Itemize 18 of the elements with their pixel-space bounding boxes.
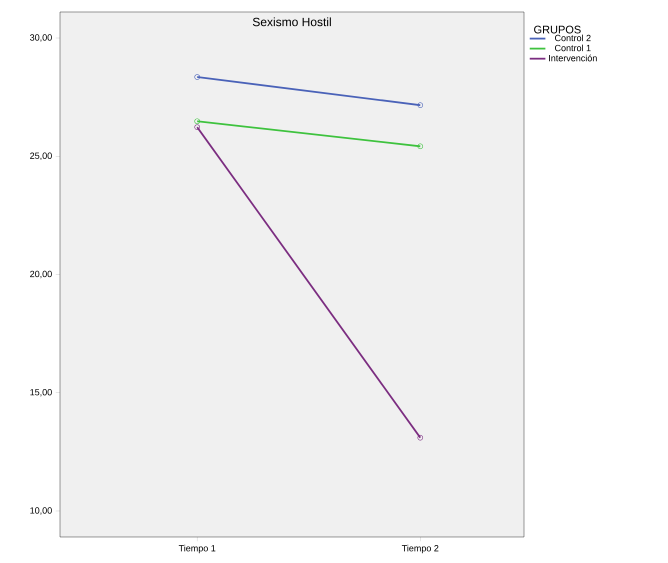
legend-label: Control 2 (555, 34, 591, 42)
point (417, 102, 424, 108)
chart-title: Sexismo Hostil (252, 17, 331, 26)
x-tick-label: Tiempo 1 (178, 544, 216, 554)
point (417, 434, 424, 440)
legend-title: GRUPOS (534, 26, 581, 34)
point (417, 144, 424, 150)
legend-label: Control 1 (555, 44, 591, 52)
y-tick-label: 25,00 (30, 152, 52, 160)
y-tick-label: 15,00 (30, 389, 52, 396)
point (194, 124, 200, 130)
legend-label: Intervención (549, 54, 597, 62)
x-tick-label: Tiempo 2 (402, 544, 438, 554)
y-tick-label: 30,00 (30, 34, 52, 42)
y-tick-label: 20,00 (30, 270, 52, 278)
y-tick-label: 10,00 (30, 507, 52, 515)
point (194, 118, 200, 124)
point (194, 74, 200, 80)
